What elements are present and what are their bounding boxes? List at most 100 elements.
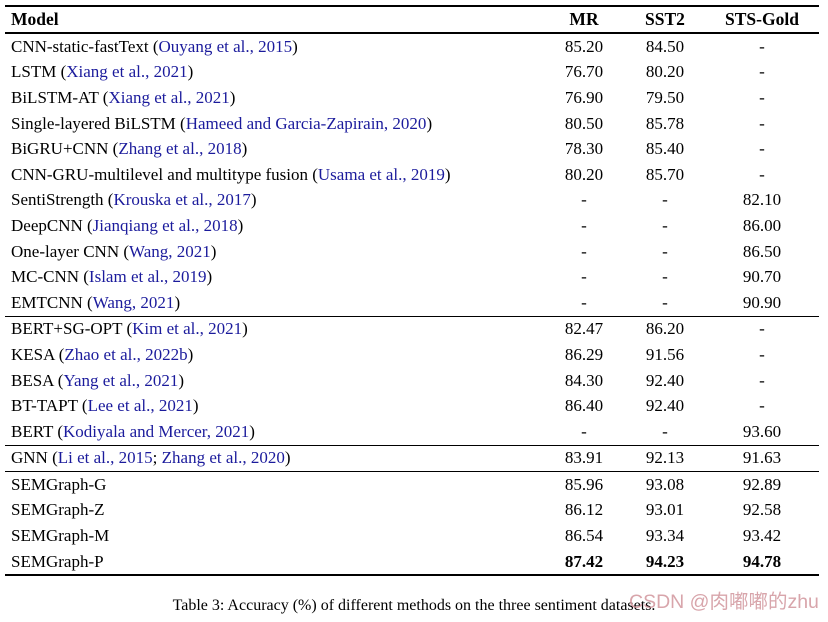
sst2-value: 86.20 — [645, 319, 685, 339]
sst2-value: 85.40 — [645, 139, 685, 159]
mr-value: 76.90 — [564, 87, 604, 107]
table-group: CNN-static-fastText (Ouyang et al., 2015… — [5, 34, 819, 316]
citation-link[interactable]: Jianqiang et al., 2018 — [92, 215, 238, 235]
table-row: SentiStrength (Krouska et al., 2017) - - 82… — [5, 188, 819, 214]
model-name-text: ) — [292, 36, 298, 56]
sts-gold-value: 91.63 — [742, 448, 782, 468]
table-row: CNN-static-fastText (Ouyang et al., 2015… — [5, 34, 819, 60]
citation-link[interactable]: Yang et al., 2021 — [63, 370, 179, 390]
table-row: BT-TAPT (Lee et al., 2021) 86.40 92.40 - — [5, 393, 819, 419]
sts-gold-value: 86.00 — [742, 215, 782, 235]
mr-value: 85.20 — [564, 36, 604, 56]
model-cell: BERT+SG-OPT (Kim et al., 2021) — [5, 319, 543, 339]
model-cell: BESA (Yang et al., 2021) — [5, 371, 543, 391]
mr-value: 80.50 — [564, 113, 604, 133]
sst2-value: 85.78 — [645, 113, 685, 133]
table-row: SEMGraph-M 86.54 93.34 93.42 — [5, 523, 819, 549]
citation-link[interactable]: Krouska et al., 2017 — [113, 190, 251, 210]
citation-link[interactable]: Kodiyala and Mercer, 2021 — [63, 421, 250, 441]
citation-link[interactable]: Xiang et al., 2021 — [108, 87, 230, 107]
table-group: BERT+SG-OPT (Kim et al., 2021) 82.47 86.20… — [5, 315, 819, 445]
sst2-value: 79.50 — [645, 87, 685, 107]
table-group: SEMGraph-G 85.96 93.08 92.89 SEMGraph-Z 86.12… — [5, 471, 819, 574]
model-name-text: ) — [229, 87, 236, 107]
sts-gold-value: 90.90 — [742, 292, 782, 312]
model-name-text: SentiStrength ( — [11, 190, 114, 210]
mr-value: - — [581, 292, 587, 312]
table-row: SEMGraph-P 87.42 94.23 94.78 — [5, 549, 819, 575]
mr-value: - — [581, 241, 587, 261]
sts-gold-value: - — [759, 62, 765, 82]
sts-gold-value: - — [759, 164, 765, 184]
table-header-row: Model MR SST2 STS-Gold — [5, 5, 819, 34]
citation-link[interactable]: Lee et al., 2021 — [87, 396, 193, 416]
mr-value: 84.30 — [564, 370, 604, 390]
model-cell: CNN-static-fastText (Ouyang et al., 2015… — [5, 37, 543, 57]
citation-link[interactable]: Hameed and Garcia-Zapirain, 2020 — [185, 113, 427, 133]
citation-link[interactable]: Li et al., 2015 — [57, 448, 153, 468]
model-name-text: SEMGraph-G — [11, 474, 107, 494]
sts-gold-value: 92.89 — [742, 474, 782, 494]
sst2-value: 85.70 — [645, 164, 685, 184]
model-cell: SEMGraph-P — [5, 552, 543, 572]
model-cell: Single-layered BiLSTM (Hameed and Garcia… — [5, 114, 543, 134]
model-name-text: LSTM ( — [11, 62, 67, 82]
model-name-text: ) — [178, 370, 185, 390]
citation-link[interactable]: Wang, 2021 — [129, 241, 211, 261]
table-row: DeepCNN (Jianqiang et al., 2018) - - 86.00 — [5, 213, 819, 239]
model-cell: CNN-GRU-multilevel and multitype fusion … — [5, 165, 543, 185]
citation-link[interactable]: Xiang et al., 2021 — [66, 62, 188, 82]
table-row: GNN (Li et al., 2015; Zhang et al., 2020… — [5, 446, 819, 472]
model-name-text: One-layer CNN ( — [11, 241, 130, 261]
model-cell: MC-CNN (Islam et al., 2019) — [5, 267, 543, 287]
sst2-value: 93.34 — [645, 526, 685, 546]
mr-value: - — [581, 421, 587, 441]
model-name-text: ) — [237, 215, 244, 235]
sst2-value: 93.08 — [645, 474, 685, 494]
model-name-text: EMTCNN ( — [11, 292, 93, 312]
table-row: One-layer CNN (Wang, 2021) - - 86.50 — [5, 239, 819, 265]
sts-gold-value: - — [759, 370, 765, 390]
citation-link[interactable]: Zhao et al., 2022b — [64, 344, 188, 364]
model-name-text: MC-CNN ( — [11, 267, 89, 287]
citation-link[interactable]: Zhang et al., 2018 — [118, 139, 242, 159]
model-name-text: KESA ( — [11, 344, 65, 364]
model-cell: SEMGraph-G — [5, 475, 543, 495]
model-name-text: CNN-static-fastText ( — [11, 36, 159, 56]
citation-link[interactable]: Zhang et al., 2020 — [161, 448, 285, 468]
citation-link[interactable]: Kim et al., 2021 — [132, 319, 243, 339]
mr-value: - — [581, 215, 587, 235]
model-name-text: BERT+SG-OPT ( — [11, 319, 133, 339]
sst2-value: 80.20 — [645, 62, 685, 82]
model-name-text: BESA ( — [11, 370, 64, 390]
sts-gold-value: 90.70 — [742, 267, 782, 287]
model-cell: BERT (Kodiyala and Mercer, 2021) — [5, 422, 543, 442]
sst2-value: - — [662, 267, 668, 287]
citation-link[interactable]: Usama et al., 2019 — [317, 164, 445, 184]
sst2-value: 93.01 — [645, 500, 685, 520]
citation-link[interactable]: Ouyang et al., 2015 — [158, 36, 293, 56]
table-row: BiLSTM-AT (Xiang et al., 2021) 76.90 79.50… — [5, 85, 819, 111]
model-name-text: DeepCNN ( — [11, 215, 93, 235]
model-name-text: SEMGraph-M — [11, 526, 110, 546]
sst2-value: 94.23 — [645, 551, 685, 571]
table-row: EMTCNN (Wang, 2021) - - 90.90 — [5, 290, 819, 316]
model-cell: DeepCNN (Jianqiang et al., 2018) — [5, 216, 543, 236]
sts-gold-value: - — [759, 396, 765, 416]
model-name-text: ) — [249, 421, 255, 441]
table-row: BiGRU+CNN (Zhang et al., 2018) 78.30 85.40… — [5, 136, 819, 162]
sts-gold-value: 82.10 — [742, 190, 782, 210]
model-name-text: ) — [187, 62, 194, 82]
model-name-text: ) — [192, 396, 199, 416]
mr-value: 85.96 — [564, 474, 604, 494]
sst2-value: 92.40 — [645, 396, 685, 416]
sts-gold-value: - — [759, 113, 765, 133]
citation-link[interactable]: Wang, 2021 — [92, 292, 175, 312]
sst2-value: 84.50 — [645, 36, 685, 56]
model-name-text: BERT ( — [11, 421, 64, 441]
sst2-value: 91.56 — [645, 344, 685, 364]
sts-gold-value: 86.50 — [742, 241, 782, 261]
citation-link[interactable]: Islam et al., 2019 — [88, 267, 207, 287]
model-name-text: ) — [210, 241, 217, 261]
model-name-text: ; — [152, 448, 162, 468]
